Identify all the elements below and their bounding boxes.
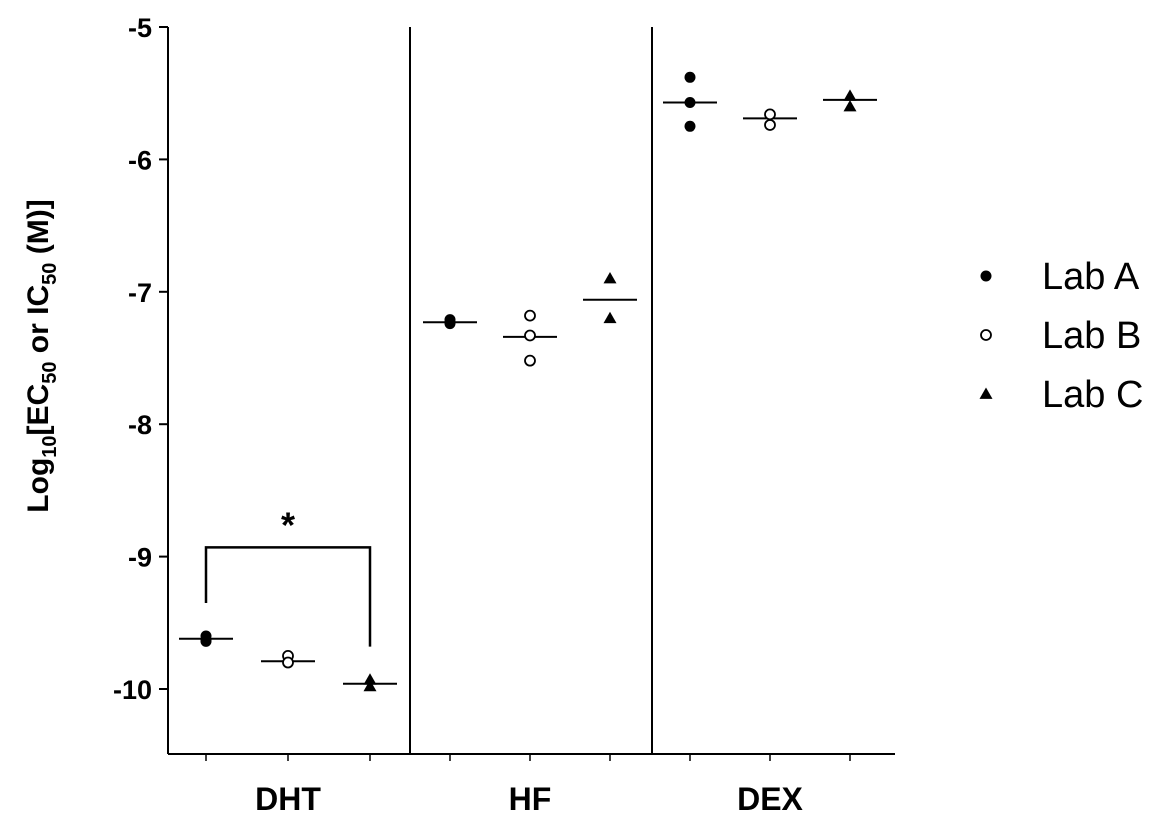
data-point — [200, 635, 212, 647]
y-label-text: Log — [22, 458, 55, 513]
data-point — [684, 120, 696, 132]
y-label-text: or IC — [22, 285, 55, 362]
y-label-subscript: 50 — [39, 263, 61, 285]
legend-marker — [980, 270, 992, 282]
data-point — [603, 311, 617, 324]
y-tick-label: -7 — [128, 278, 152, 308]
y-tick-label: -5 — [128, 13, 152, 43]
data-point — [363, 679, 377, 692]
legend-label: Lab C — [1042, 374, 1143, 416]
x-category-label: DHT — [255, 781, 321, 816]
data-point — [684, 96, 696, 108]
data-point — [684, 71, 696, 83]
data-point — [524, 309, 536, 322]
y-label-subscript: 50 — [39, 362, 61, 384]
y-axis: -5 -6 -7 -8 -9 -10 — [113, 13, 168, 705]
y-label-text: (M)] — [22, 199, 55, 262]
data-marks — [179, 71, 877, 692]
data-point — [444, 318, 456, 330]
legend: Lab A Lab B Lab C — [979, 256, 1143, 416]
significance-annotation: * — [204, 504, 372, 647]
significance-star: * — [281, 504, 295, 545]
data-point — [282, 656, 294, 669]
y-tick-label: -6 — [128, 145, 152, 175]
x-category-label: DEX — [737, 781, 803, 816]
data-point — [764, 108, 776, 121]
legend-label: Lab A — [1042, 256, 1140, 298]
x-axis: DHT HF DEX — [205, 754, 851, 816]
y-tick-label: -9 — [128, 543, 152, 573]
data-point — [764, 119, 776, 131]
y-tick-label: -10 — [113, 675, 152, 705]
data-point — [363, 673, 377, 685]
data-point — [603, 272, 617, 284]
x-category-label: HF — [509, 781, 552, 816]
significance-bracket — [204, 546, 372, 647]
legend-label: Lab B — [1042, 315, 1141, 357]
data-point — [524, 329, 536, 342]
y-tick-label: -8 — [128, 410, 152, 440]
legend-marker — [979, 387, 993, 399]
data-point — [843, 99, 857, 112]
y-label-subscript: 10 — [39, 435, 61, 457]
plot-frame — [167, 27, 895, 755]
legend-marker — [980, 329, 992, 341]
data-point — [843, 89, 857, 101]
y-label-text: [EC — [22, 384, 55, 436]
data-point — [524, 354, 536, 367]
y-axis-label: Log10[EC50 or IC50 (M)] — [22, 199, 61, 512]
